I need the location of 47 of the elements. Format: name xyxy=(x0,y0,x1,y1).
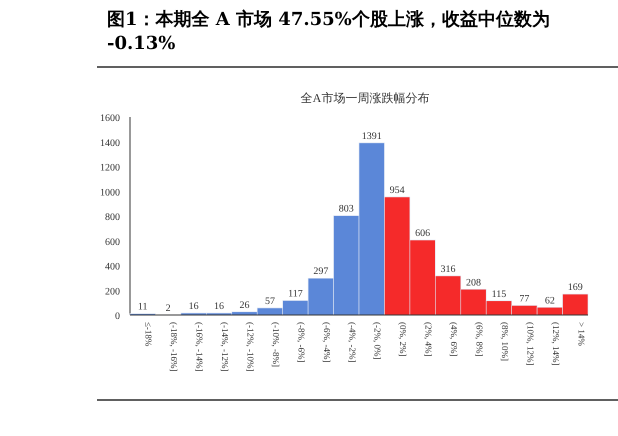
x-tick-label: (-2%, 0%] xyxy=(372,322,383,360)
data-label: 16 xyxy=(188,301,199,312)
x-tick-label: (4%, 6%] xyxy=(449,322,460,356)
data-label: 297 xyxy=(313,266,328,278)
x-tick-label: (6%, 8%] xyxy=(474,322,484,356)
data-label: 11 xyxy=(138,302,148,313)
y-tick-label: 800 xyxy=(105,212,120,223)
data-label: 606 xyxy=(415,228,430,240)
chart-subtitle: 全A市场一周涨跌幅分布 xyxy=(300,91,430,105)
data-label: 57 xyxy=(264,296,275,307)
chart-title: 图1：本期全 A 市场 47.55%个股上涨，收益中位数为 -0.13% xyxy=(107,8,551,56)
x-tick-label: (12%, 14%] xyxy=(550,322,561,366)
y-tick-label: 0 xyxy=(115,311,120,322)
x-tick-label: (-10%, -8%] xyxy=(270,322,281,367)
data-label: 1391 xyxy=(362,130,382,142)
y-tick-label: 1600 xyxy=(100,113,120,124)
x-tick-label: (-16%, -14%] xyxy=(194,322,205,372)
x-tick-label: (-18%, -16%] xyxy=(169,322,180,372)
x-tick-label: ≤-18% xyxy=(144,322,154,347)
y-tick-label: 200 xyxy=(105,286,120,298)
data-label: 2 xyxy=(166,302,171,314)
data-label: 316 xyxy=(440,264,456,275)
data-label: 77 xyxy=(519,293,530,304)
data-label: 208 xyxy=(466,277,481,288)
y-tick-label: 600 xyxy=(105,236,120,248)
x-tick-label: (-14%, -12%] xyxy=(220,322,230,372)
x-tick-label: (-8%, -6%] xyxy=(296,322,306,362)
x-tick-label: (-6%, -4%] xyxy=(322,322,332,362)
x-tick-label: (-12%, -10%] xyxy=(246,322,256,372)
x-tick-label: (2%, 4%] xyxy=(424,322,434,356)
x-tick-label: (10%, 12%] xyxy=(525,322,536,366)
y-tick-label: 400 xyxy=(105,262,120,272)
x-tick-label: (-4%, -2%] xyxy=(347,322,358,362)
y-tick-label: 1400 xyxy=(100,138,120,149)
y-tick-label: 1200 xyxy=(100,162,120,174)
y-tick-label: 1000 xyxy=(100,187,120,198)
data-label: 16 xyxy=(214,301,224,312)
x-tick-label: (8%, 10%] xyxy=(500,322,510,361)
data-label: 26 xyxy=(240,300,250,311)
data-label: 62 xyxy=(544,295,555,306)
data-label: 954 xyxy=(390,184,405,196)
data-label: 803 xyxy=(338,204,354,215)
data-label: 115 xyxy=(492,288,506,300)
x-tick-label: > 14% xyxy=(576,322,586,346)
x-tick-label: (0%, 2%] xyxy=(398,322,408,356)
data-label: 169 xyxy=(568,282,583,294)
data-label: 117 xyxy=(288,288,303,300)
